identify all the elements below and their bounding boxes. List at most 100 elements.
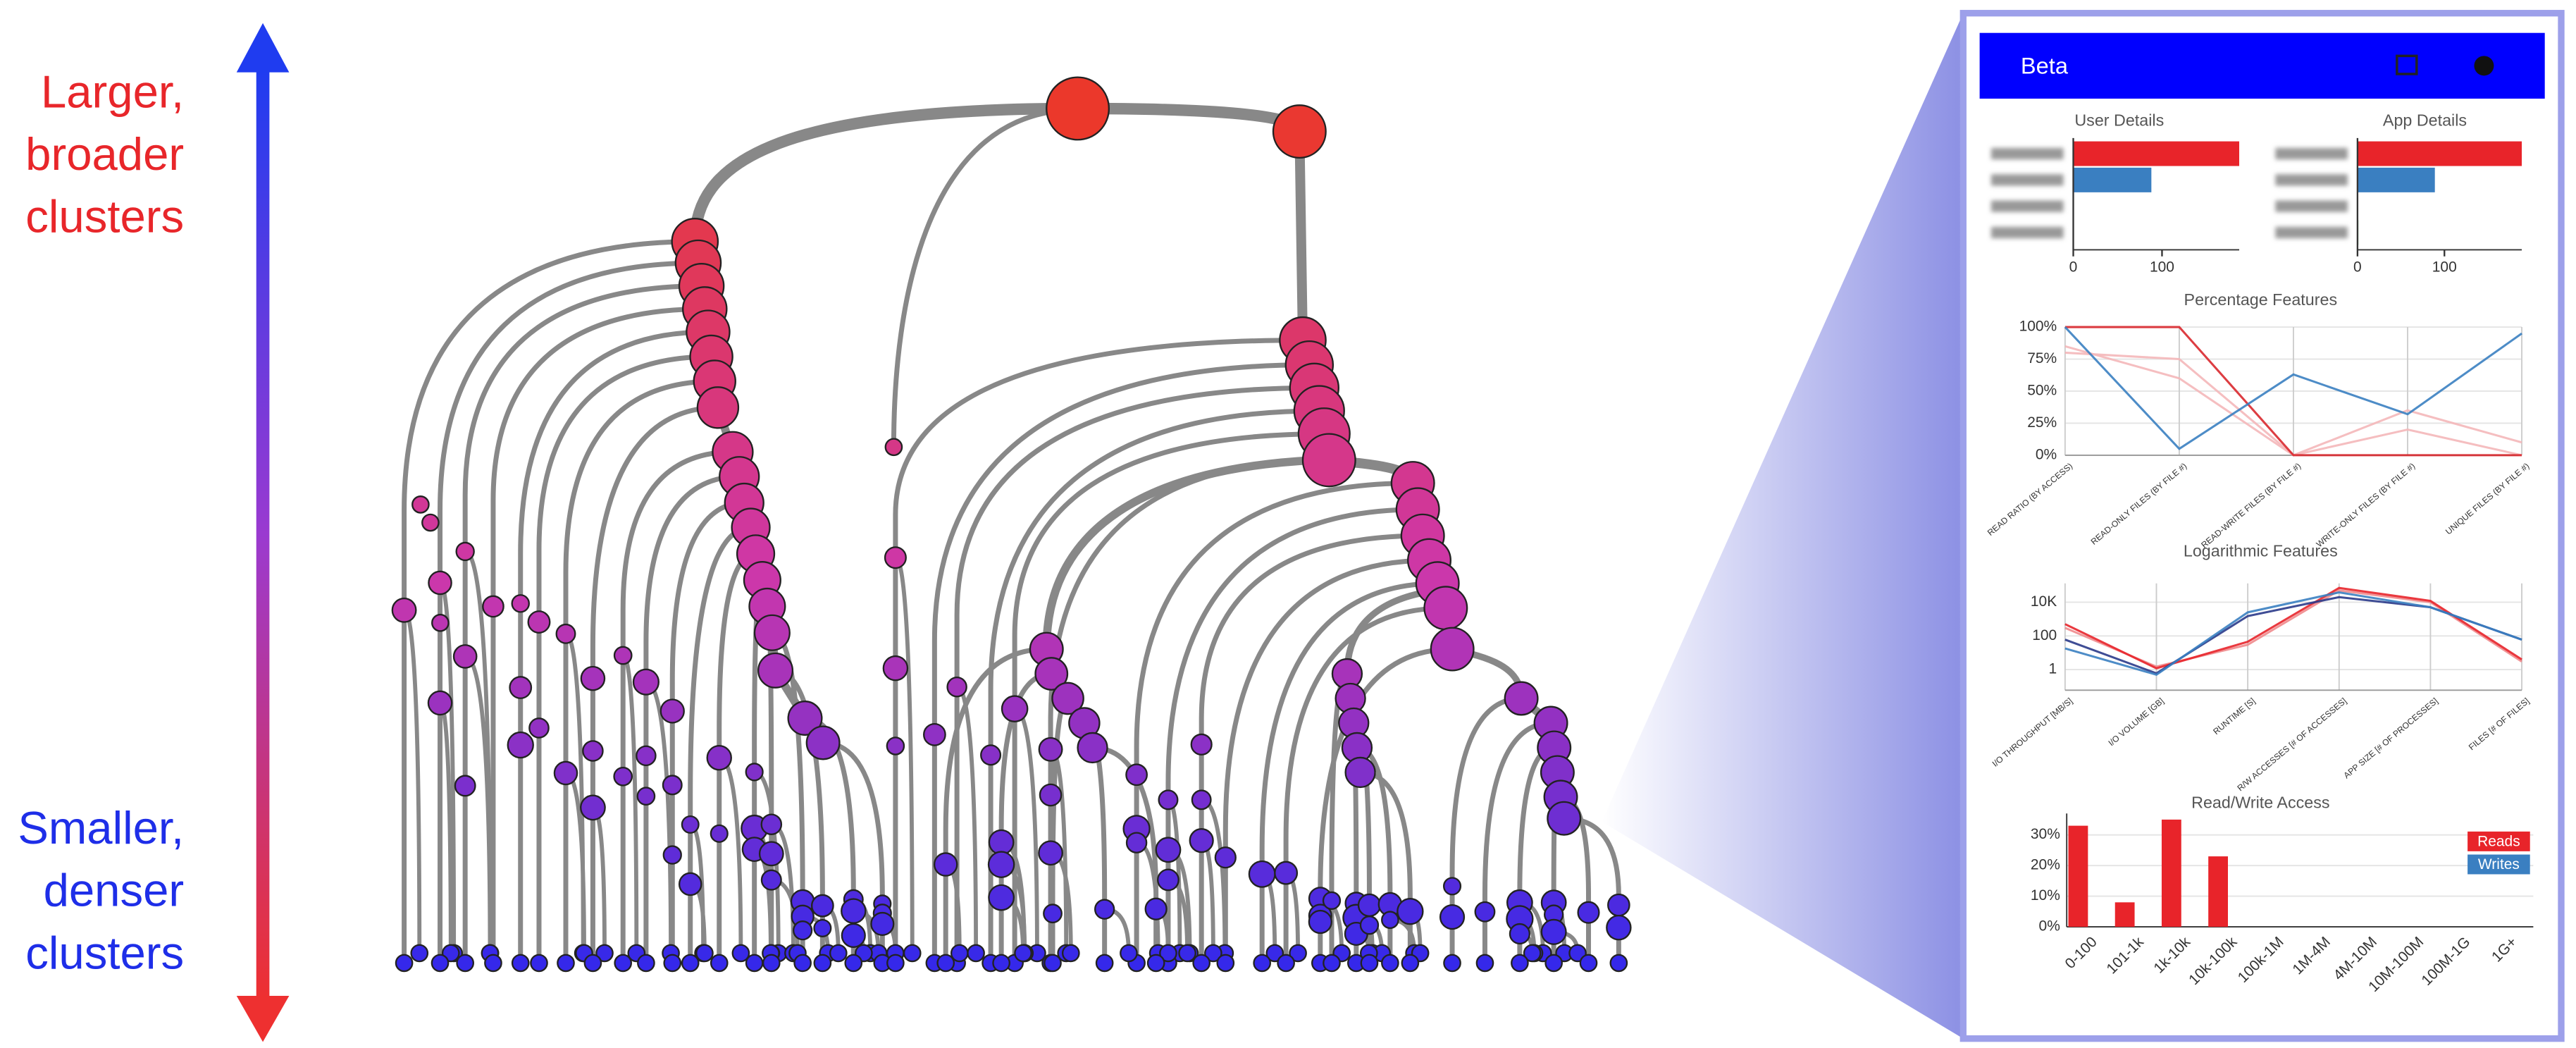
annotation-line: clusters (25, 191, 184, 242)
tree-node (613, 646, 633, 665)
tree-node (1253, 954, 1272, 973)
bar (2073, 141, 2240, 166)
tree-edge (1165, 507, 1418, 962)
tree-node (710, 824, 729, 843)
tree-edge (518, 329, 708, 962)
tree-node (886, 954, 905, 973)
tree-node (1397, 898, 1424, 925)
tree-node (1475, 954, 1494, 973)
tree-node (1248, 860, 1276, 888)
close-button[interactable] (2474, 56, 2494, 76)
blurred-label (1990, 200, 2064, 212)
legend-swatch (2467, 854, 2530, 875)
tree-edge (689, 102, 1078, 242)
tree-node (992, 954, 1010, 973)
tree-node (1043, 904, 1063, 924)
x-tick-label: 0 (2353, 259, 2362, 276)
tree-node (1046, 76, 1110, 141)
blurred-label (1990, 147, 2064, 160)
tree-node (583, 954, 602, 973)
y-tick-label: 10K (2031, 593, 2057, 610)
tree-edge (988, 408, 1320, 962)
tree-node (553, 760, 578, 786)
annotation-line: clusters (25, 927, 184, 978)
bar (2357, 141, 2522, 166)
dendrogram (391, 76, 1632, 973)
tree-node (681, 815, 700, 834)
top-annotation: Larger, broader clusters (25, 66, 184, 242)
tree-node (663, 954, 682, 973)
tree-node (813, 918, 832, 937)
chart-title: User Details (2074, 111, 2164, 130)
tree-node (805, 725, 841, 760)
tree-node (967, 944, 985, 963)
tree-node (1504, 681, 1539, 716)
legend-swatch (2467, 831, 2530, 851)
tree-node (922, 722, 946, 746)
tree-node (1544, 954, 1563, 973)
blurred-label (2275, 147, 2348, 160)
tree-node (455, 541, 475, 562)
tree-node (1274, 861, 1299, 885)
tree-node (903, 944, 922, 963)
tree-node (428, 570, 452, 596)
tree-edge (1344, 588, 1430, 674)
tree-edge (536, 354, 712, 962)
x-tick-label: 100 (2150, 259, 2174, 276)
y-tick-label: 30% (2031, 826, 2060, 842)
tree-node (710, 954, 729, 973)
tree-node (614, 954, 633, 973)
tree-node (1155, 837, 1182, 863)
tree-edge (1482, 720, 1552, 962)
tree-node (1189, 828, 1214, 853)
tree-node (1095, 954, 1114, 973)
tree-node (706, 744, 732, 771)
zoom-wedge (1602, 13, 1964, 1039)
tree-node (678, 872, 702, 896)
bar (2073, 167, 2152, 192)
tree-node (530, 954, 548, 973)
annotation-line: Smaller, (18, 802, 184, 853)
tree-node (745, 763, 764, 782)
popout-button[interactable] (2396, 54, 2418, 75)
tree-node (1190, 733, 1213, 756)
tree-node (557, 954, 575, 973)
tree-node (456, 954, 474, 973)
tree-node (1359, 915, 1380, 935)
annotation-line: broader (25, 128, 184, 180)
tree-node (1607, 893, 1630, 917)
tree-node (844, 954, 863, 973)
tree-node (662, 845, 682, 865)
tree-node (1511, 954, 1529, 973)
tree-node (1430, 627, 1475, 672)
tree-node (762, 954, 781, 973)
tree-node (431, 954, 450, 973)
tree-node (758, 841, 784, 867)
tree-node (1034, 657, 1069, 691)
tree-node (760, 813, 783, 836)
detail-panel (1959, 10, 2565, 1042)
tree-node (636, 745, 657, 767)
y-tick-label: 20% (2031, 857, 2060, 873)
y-tick-label: 50% (2027, 383, 2057, 399)
tree-node (1308, 909, 1332, 935)
tree-node (582, 740, 604, 762)
tree-node (988, 829, 1015, 856)
tree-node (1439, 904, 1466, 930)
y-tick-label: 75% (2027, 350, 2057, 366)
y-tick-label: 1 (2049, 661, 2057, 677)
tree-node (1523, 944, 1542, 963)
tree-node (980, 744, 1002, 766)
panel-header (1979, 32, 2545, 99)
chart-title: App Details (2383, 111, 2467, 130)
tree-edge (894, 555, 915, 954)
bar (2357, 167, 2435, 192)
tree-node (1120, 944, 1138, 963)
tree-node (528, 717, 550, 739)
bar (2114, 902, 2135, 927)
tree-edge (1283, 605, 1446, 962)
tree-node (1579, 954, 1598, 973)
blurred-label (2275, 226, 2348, 239)
tree-node (1061, 944, 1080, 963)
x-tick-label: 0 (2069, 259, 2078, 276)
